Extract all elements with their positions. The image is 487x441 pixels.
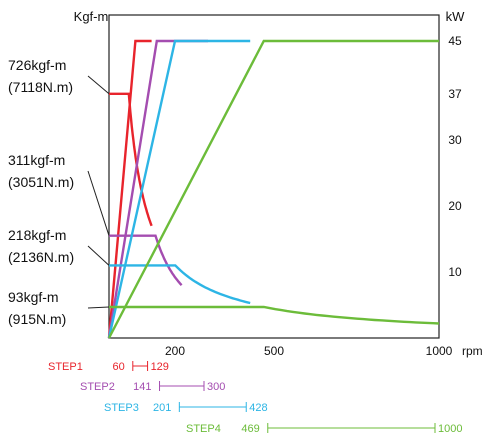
- torque-line-step1: [109, 92, 153, 227]
- torque-leader-line: [87, 75, 110, 95]
- power-line-step3: [107, 39, 251, 339]
- x-tick-label: 1000: [426, 344, 453, 358]
- step-end-rpm: 1000: [438, 423, 462, 435]
- step-label: STEP2: [80, 381, 115, 393]
- step-range-legend: STEP1 60 129 STEP2 141 300 STEP3 201 428 STEP4 469…: [48, 361, 462, 435]
- torque-leader-line: [87, 245, 110, 266]
- x-axis-unit-label: rpm: [462, 344, 483, 358]
- y-right-axis-label: kW: [446, 9, 466, 24]
- torque-label-nm: (3051N.m): [8, 174, 74, 190]
- step-start-rpm: 141: [133, 381, 151, 393]
- power-line-step1: [107, 39, 152, 339]
- y-right-tick-label: 30: [448, 133, 462, 147]
- torque-line-step4: [109, 305, 440, 325]
- torque-leader-line: [87, 170, 110, 236]
- step-label: STEP4: [186, 423, 221, 435]
- y-right-tick-label: 37: [448, 87, 462, 101]
- torque-label-kgf: 218kgf-m: [8, 227, 66, 243]
- power-line-step2: [107, 39, 208, 339]
- y-right-tick-label: 45: [448, 34, 462, 48]
- y-right-tick-label: 20: [448, 199, 462, 213]
- power-line-step4: [107, 39, 439, 339]
- series-group: [107, 39, 440, 339]
- step-start-rpm: 469: [241, 423, 259, 435]
- y-right-tick-label: 10: [448, 265, 462, 279]
- y-left-axis-label: Kgf-m: [74, 9, 109, 24]
- torque-label-nm: (2136N.m): [8, 249, 74, 265]
- torque-leader-line: [87, 306, 110, 309]
- torque-label-nm: (7118N.m): [8, 79, 73, 95]
- torque-label-nm: (915N.m): [8, 311, 66, 327]
- step-end-rpm: 428: [249, 402, 267, 414]
- step-start-rpm: 201: [153, 402, 171, 414]
- step-start-rpm: 60: [113, 361, 125, 373]
- torque-line-step3: [109, 264, 251, 305]
- step-end-rpm: 129: [151, 361, 169, 373]
- step-label: STEP1: [48, 361, 83, 373]
- torque-annotations: 726kgf-m (7118N.m) 311kgf-m (3051N.m) 218kgf…: [8, 57, 110, 327]
- axis-ticks: 200 500 1000 10 20 30 37 45: [165, 34, 462, 358]
- x-tick-label: 200: [165, 344, 185, 358]
- step-label: STEP3: [104, 402, 139, 414]
- plot-frame: [108, 14, 440, 339]
- torque-label-kgf: 311kgf-m: [8, 152, 65, 168]
- x-tick-label: 500: [264, 344, 284, 358]
- torque-label-kgf: 726kgf-m: [8, 57, 66, 73]
- step-end-rpm: 300: [207, 381, 225, 393]
- torque-label-kgf: 93kgf-m: [8, 289, 59, 305]
